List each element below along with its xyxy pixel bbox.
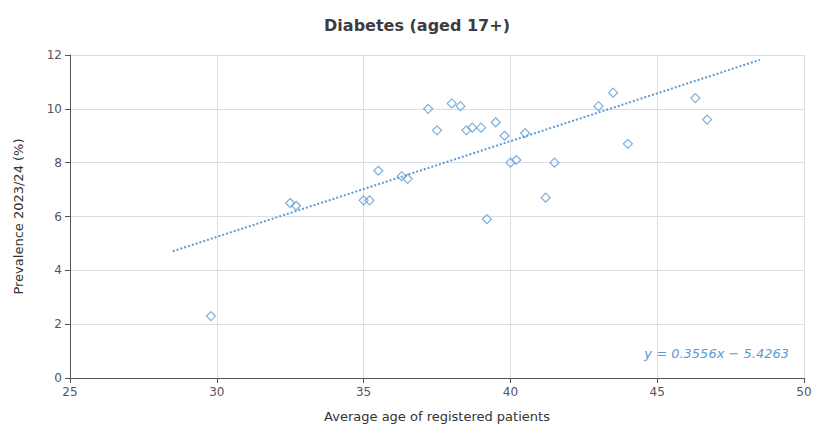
svg-text:12: 12 [47, 48, 62, 62]
svg-text:Prevalence 2023/24 (%): Prevalence 2023/24 (%) [11, 138, 26, 294]
svg-text:2: 2 [54, 317, 62, 331]
svg-text:Diabetes (aged 17+): Diabetes (aged 17+) [324, 16, 510, 35]
svg-text:y = 0.3556x − 5.4263: y = 0.3556x − 5.4263 [643, 346, 789, 361]
svg-text:4: 4 [54, 263, 62, 277]
svg-text:25: 25 [62, 385, 77, 399]
svg-text:35: 35 [356, 385, 371, 399]
svg-text:30: 30 [209, 385, 224, 399]
svg-text:6: 6 [54, 210, 62, 224]
svg-text:40: 40 [503, 385, 518, 399]
svg-text:45: 45 [650, 385, 665, 399]
svg-text:8: 8 [54, 156, 62, 170]
svg-text:10: 10 [47, 102, 62, 116]
svg-text:50: 50 [796, 385, 811, 399]
svg-text:0: 0 [54, 371, 62, 385]
svg-text:Average age of registered pati: Average age of registered patients [324, 409, 550, 424]
